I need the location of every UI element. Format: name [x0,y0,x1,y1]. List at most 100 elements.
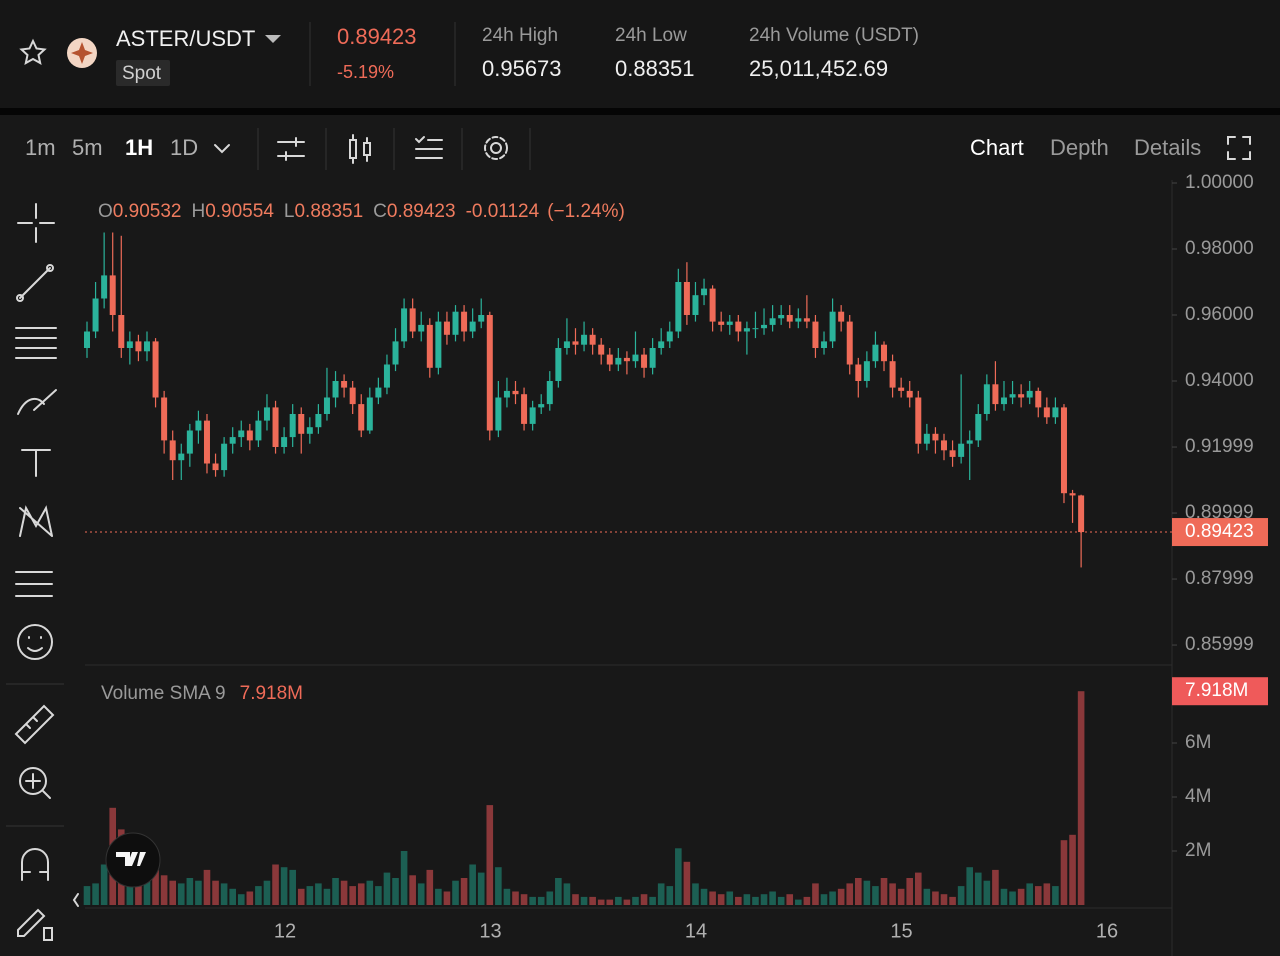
interval[interactable]: 5m [72,135,103,160]
volume-bar [340,880,348,905]
crosshair-tool[interactable] [17,203,55,243]
candle-body [452,311,459,335]
ohlc-key: L [284,201,295,222]
forecast-tool[interactable] [15,571,53,597]
fib-tool[interactable] [15,327,57,359]
volume-bar [777,896,785,905]
interval-active[interactable]: 1H [125,135,153,160]
interval[interactable]: 1D [170,135,198,160]
ohlc-value: 0.90532 [113,201,182,222]
stat-value: 25,011,452.69 [749,56,888,81]
trendline-tool[interactable] [19,267,51,299]
ohlc-value: 0.88351 [294,201,363,222]
candle-body [503,390,510,398]
candle-body [675,281,682,332]
ruler-tool[interactable] [14,704,55,745]
indicator-icon[interactable] [277,137,305,161]
volume-bar [743,894,751,905]
volume-bar [495,867,502,905]
view-tab[interactable]: Details [1134,135,1201,160]
favorite-star[interactable] [19,38,47,65]
volume-bar [306,886,314,905]
candle-body [229,437,236,444]
text-tool[interactable] [21,449,51,477]
candle-body [992,384,999,405]
volume-bar [872,886,879,905]
candle-body [778,314,785,319]
candle-body [349,387,356,405]
candle-body [358,404,365,431]
candle-body [255,420,262,441]
volume-bar [837,888,845,905]
volume-legend: Volume SMA 9 7.918M [101,683,303,704]
candle-body [752,328,759,330]
y-tick-label: 0.89999 [1185,502,1254,523]
volume-bar [297,888,305,905]
y-tick-label: 0.98000 [1185,238,1254,259]
interval[interactable]: 1m [25,135,56,160]
volume-bar [400,851,408,905]
brush-tool[interactable] [17,389,57,415]
volume-bar [786,894,794,905]
volume-bar [460,878,468,905]
template-icon[interactable] [415,136,443,159]
ohlc-change-pct: (−1.24%) [547,201,625,222]
volume-tick-label: 6M [1185,732,1211,753]
volume-bar [503,888,511,905]
candle-body [915,397,922,444]
volume-bar [366,880,374,905]
candle-body [178,453,185,461]
magnet-tool[interactable] [21,848,49,881]
volume-bar [563,883,571,905]
volume-bar [186,878,194,905]
volume-bar [666,886,674,905]
chart-type-icon[interactable] [349,134,371,164]
candle-body [881,344,888,362]
pattern-tool[interactable] [19,505,53,537]
view-tab[interactable]: Depth [1050,135,1109,160]
candle-body [769,318,776,325]
candle-body [709,288,716,322]
volume-bar [177,883,185,905]
lock-draw-tool[interactable] [17,908,53,941]
candle-body [1009,394,1016,398]
trendline-end [46,264,54,272]
candle-body [846,321,853,365]
candle-body [263,407,270,421]
volume-bar [640,894,648,905]
x-tick-label: 14 [685,920,707,942]
candle-body [238,430,245,438]
volume-bar [906,878,914,905]
fullscreen-icon[interactable] [1227,136,1251,160]
header-bar [0,0,1280,108]
candle-body [332,380,339,398]
candle-body [829,311,836,342]
settings-icon[interactable] [490,142,502,154]
candle-body [632,354,639,362]
candle-body [469,321,476,332]
interval-more[interactable] [214,144,230,154]
zoom-tool[interactable] [19,767,47,795]
volume-bar [195,880,202,905]
candle-body [101,275,108,299]
volume-bar [392,878,399,905]
trendline-end [16,294,24,302]
volume-bar [675,848,682,905]
pair[interactable]: ASTER/USDT [116,26,255,51]
candle-body [1026,390,1033,398]
volume-bar [803,896,811,905]
volume-bar [323,888,331,905]
candle-body [366,397,373,431]
volume-bar [752,896,759,905]
volume-bar [589,896,596,905]
stat-label: 24h High [482,25,558,46]
pair-dropdown[interactable] [265,35,281,43]
ohlc-value: 0.90554 [205,201,274,222]
emoji-tool[interactable] [17,624,53,660]
volume-bar [889,883,896,905]
candle-body [572,341,579,345]
candle-body [529,407,536,424]
collapse-arrow[interactable] [72,893,79,907]
volume-bar [974,872,982,905]
view-tab-active[interactable]: Chart [970,135,1024,160]
